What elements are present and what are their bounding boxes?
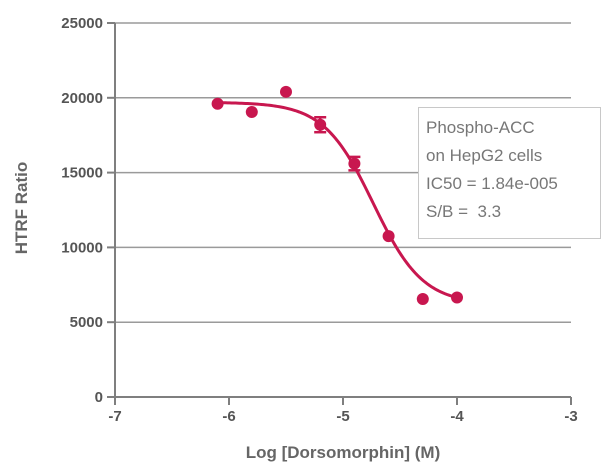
annotation-line-1: Phospho-ACC xyxy=(426,118,535,137)
tick-label-y-2: 10000 xyxy=(61,239,103,256)
tick-label-x-2: -5 xyxy=(336,408,349,425)
tick-label-y-0: 0 xyxy=(95,389,103,406)
tick-label-x-0: -7 xyxy=(108,408,121,425)
axes xyxy=(107,22,572,405)
data-points xyxy=(211,85,463,306)
tick-label-y-1: 5000 xyxy=(70,314,103,331)
y-axis-title: HTRF Ratio xyxy=(12,162,31,255)
data-point-3 xyxy=(314,118,327,131)
data-point-7 xyxy=(451,291,463,304)
data-point-4 xyxy=(348,157,361,170)
data-point-6 xyxy=(416,293,429,306)
annotation-line-4: S/B = 3.3 xyxy=(426,202,502,221)
data-point-2 xyxy=(280,85,292,98)
data-point-5 xyxy=(382,230,395,243)
tick-label-y-4: 20000 xyxy=(61,90,103,107)
fit-curve-layer xyxy=(217,101,458,300)
annotation-line-3: IC50 = 1.84e-005 xyxy=(426,174,558,193)
tick-labels: 0 5000 10000 15000 20000 25000 -7 -6 -5 -4 -3 xyxy=(61,15,577,425)
annotation-box: Phospho-ACC on HepG2 cells IC50 = 1.84e-… xyxy=(418,107,601,239)
tick-label-y-3: 15000 xyxy=(61,165,103,182)
tick-label-x-4: -3 xyxy=(564,408,577,425)
annotation-line-2: on HepG2 cells xyxy=(426,146,543,165)
tick-label-x-3: -4 xyxy=(450,408,464,425)
data-point-1 xyxy=(245,106,258,119)
tick-label-x-1: -6 xyxy=(222,408,235,425)
tick-label-y-5: 25000 xyxy=(61,15,103,32)
x-axis-title: Log [Dorsomorphin] (M) xyxy=(246,443,441,462)
data-point-0 xyxy=(211,97,224,110)
fit-curve-0 xyxy=(217,101,458,300)
gridlines xyxy=(115,22,571,323)
